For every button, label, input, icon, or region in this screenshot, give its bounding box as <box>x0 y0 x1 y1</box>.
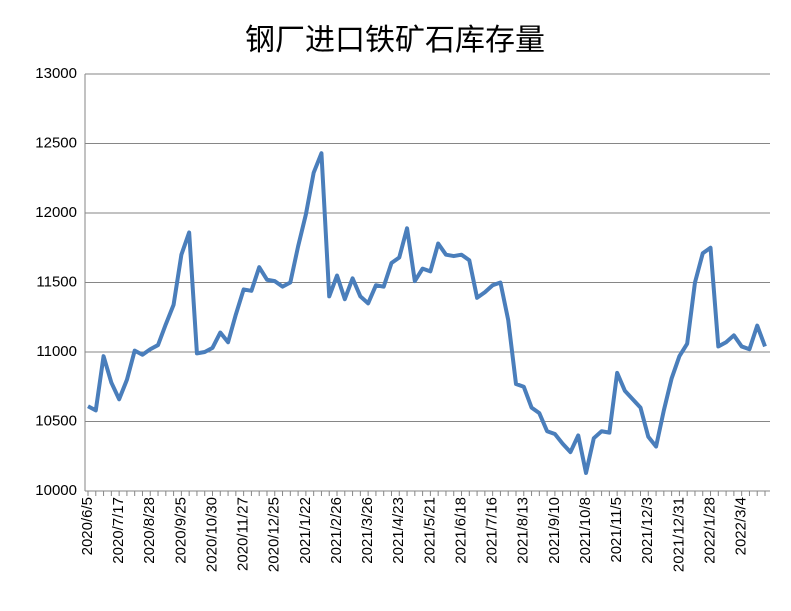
x-tick-label: 2020/10/30 <box>203 497 220 572</box>
y-tick-label: 11500 <box>36 273 77 290</box>
x-tick-label: 2021/3/26 <box>359 497 376 564</box>
x-tick-label: 2020/9/25 <box>172 497 189 564</box>
x-tick-label: 2020/12/25 <box>266 497 283 572</box>
x-tick-label: 2021/11/5 <box>608 497 625 563</box>
y-tick-label: 12000 <box>35 204 77 221</box>
y-tick-label: 11000 <box>36 343 77 360</box>
x-tick-label: 2022/3/4 <box>733 497 750 555</box>
x-tick-label: 2021/5/21 <box>421 497 438 564</box>
y-tick-label: 12500 <box>35 134 77 151</box>
y-tick-label: 13000 <box>35 65 77 82</box>
y-tick-label: 10500 <box>35 412 77 429</box>
x-tick-label: 2021/4/23 <box>390 497 407 564</box>
x-tick-label: 2021/12/31 <box>670 497 687 572</box>
x-tick-label: 2021/8/13 <box>515 497 532 564</box>
chart-title: 钢厂进口铁矿石库存量 <box>245 23 545 58</box>
line-series <box>87 151 767 475</box>
x-tick-label: 2020/8/28 <box>141 497 158 564</box>
x-tick-label: 2021/1/22 <box>297 497 314 564</box>
x-tick-label: 2022/1/28 <box>701 497 718 564</box>
x-tick-label: 2021/9/10 <box>546 497 563 564</box>
y-tick-label: 10000 <box>35 482 77 499</box>
x-tick-label: 2021/2/26 <box>328 497 345 564</box>
x-tick-label: 2021/10/8 <box>577 497 594 564</box>
x-tick-label: 2021/7/16 <box>484 497 501 564</box>
x-tick-label: 2021/6/18 <box>452 497 469 564</box>
x-tick-label: 2020/11/27 <box>235 497 252 571</box>
x-tick-label: 2021/12/3 <box>639 497 656 564</box>
x-tick-label: 2020/7/17 <box>110 497 127 564</box>
x-tick-label: 2020/6/5 <box>79 497 96 555</box>
